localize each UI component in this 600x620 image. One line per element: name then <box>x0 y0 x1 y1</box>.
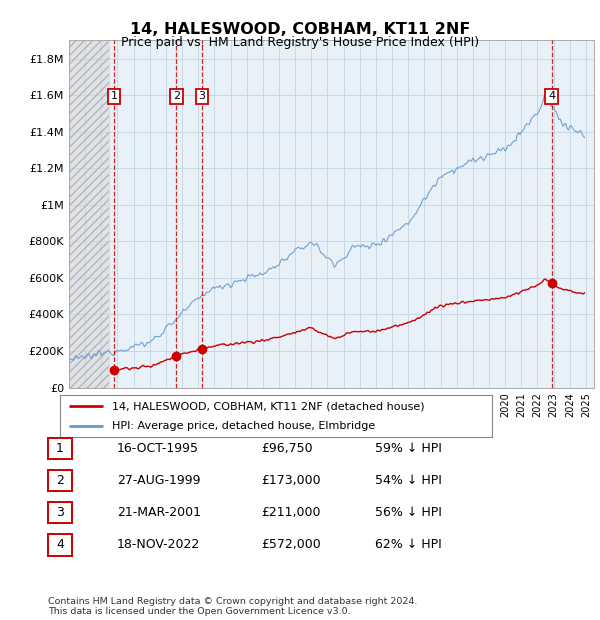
Text: 14, HALESWOOD, COBHAM, KT11 2NF: 14, HALESWOOD, COBHAM, KT11 2NF <box>130 22 470 37</box>
Text: Price paid vs. HM Land Registry's House Price Index (HPI): Price paid vs. HM Land Registry's House … <box>121 36 479 49</box>
Bar <box>69 40 109 388</box>
Text: HPI: Average price, detached house, Elmbridge: HPI: Average price, detached house, Elmb… <box>112 421 375 431</box>
Bar <box>69 40 109 388</box>
Text: 16-OCT-1995: 16-OCT-1995 <box>117 442 199 454</box>
Text: 1: 1 <box>56 442 64 454</box>
Text: £96,750: £96,750 <box>261 442 313 454</box>
Text: 56% ↓ HPI: 56% ↓ HPI <box>375 507 442 519</box>
Text: 27-AUG-1999: 27-AUG-1999 <box>117 474 200 487</box>
Text: 2: 2 <box>173 91 180 102</box>
Text: Contains HM Land Registry data © Crown copyright and database right 2024.: Contains HM Land Registry data © Crown c… <box>48 597 418 606</box>
Text: 1: 1 <box>110 91 118 102</box>
Text: 59% ↓ HPI: 59% ↓ HPI <box>375 442 442 454</box>
Text: This data is licensed under the Open Government Licence v3.0.: This data is licensed under the Open Gov… <box>48 607 350 616</box>
Text: 3: 3 <box>56 507 64 519</box>
Text: £211,000: £211,000 <box>261 507 320 519</box>
Text: 54% ↓ HPI: 54% ↓ HPI <box>375 474 442 487</box>
Text: 4: 4 <box>56 539 64 551</box>
Text: £173,000: £173,000 <box>261 474 320 487</box>
Text: 18-NOV-2022: 18-NOV-2022 <box>117 539 200 551</box>
Text: 14, HALESWOOD, COBHAM, KT11 2NF (detached house): 14, HALESWOOD, COBHAM, KT11 2NF (detache… <box>112 401 424 411</box>
Text: 62% ↓ HPI: 62% ↓ HPI <box>375 539 442 551</box>
Text: 3: 3 <box>198 91 205 102</box>
Text: £572,000: £572,000 <box>261 539 321 551</box>
Text: 4: 4 <box>548 91 555 102</box>
Text: 2: 2 <box>56 474 64 487</box>
Text: 21-MAR-2001: 21-MAR-2001 <box>117 507 201 519</box>
